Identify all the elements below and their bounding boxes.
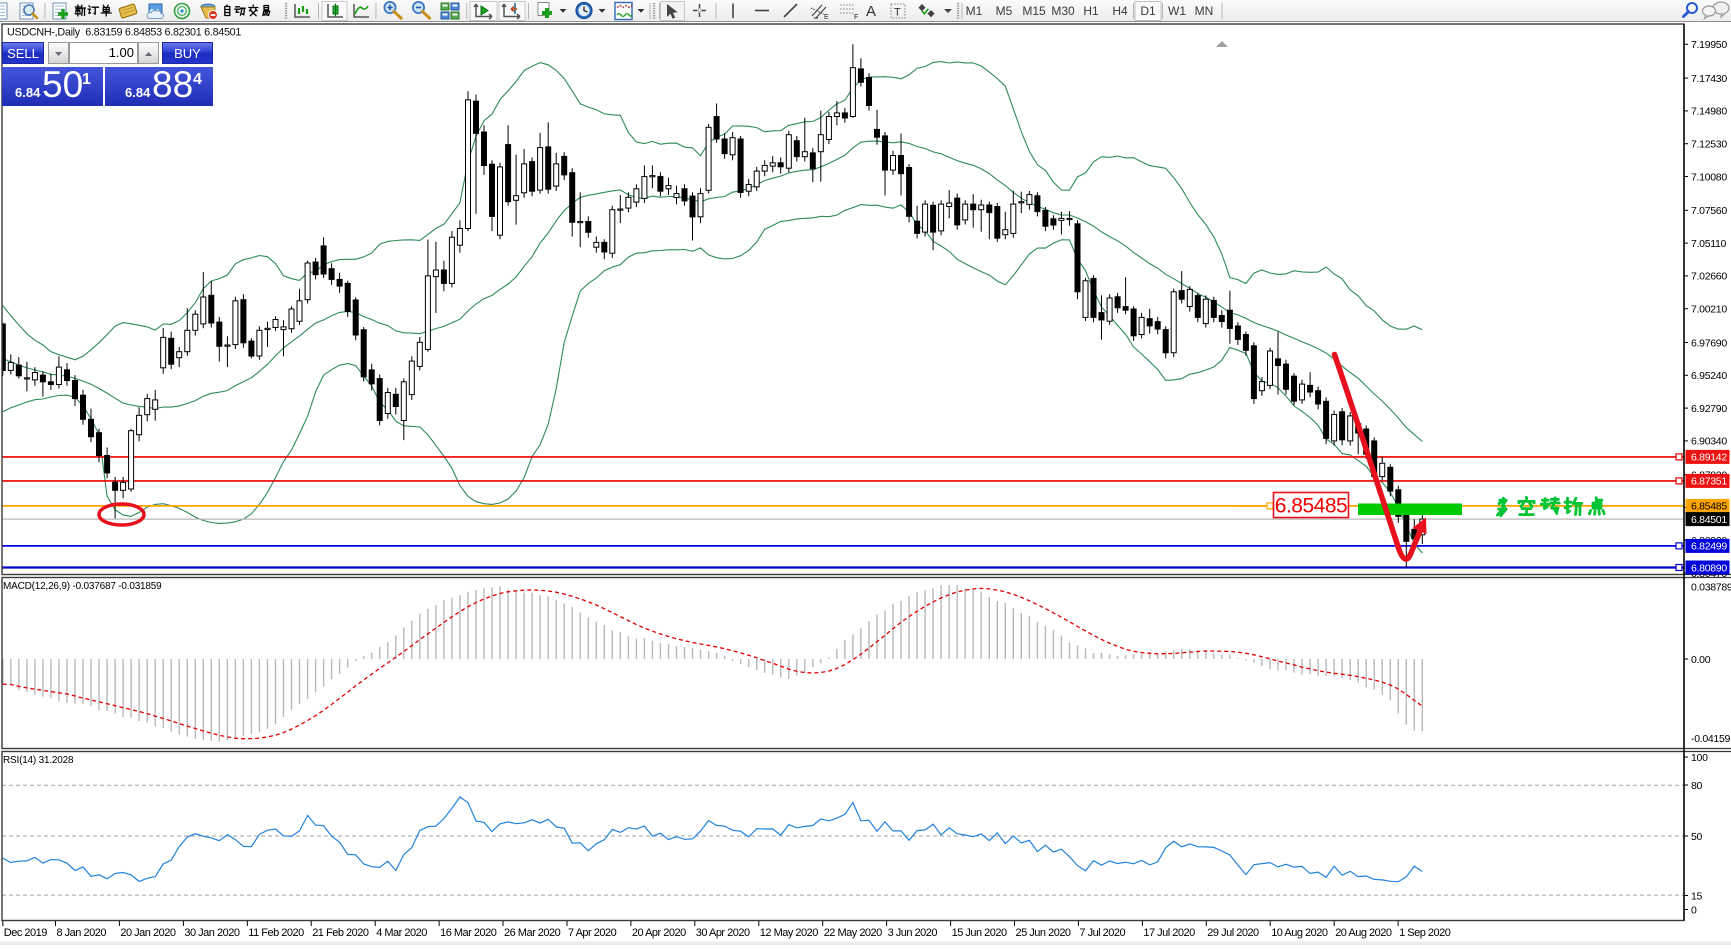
svg-text:MN: MN	[1195, 4, 1214, 18]
svg-text:USDCNH-,Daily 6.83159 6.84853: USDCNH-,Daily 6.83159 6.84853 6.82301 6.…	[7, 27, 241, 39]
svg-text:16 Mar 2020: 16 Mar 2020	[440, 927, 497, 939]
svg-text:6.95240: 6.95240	[1691, 370, 1727, 382]
svg-text:3 Jun 2020: 3 Jun 2020	[888, 927, 938, 939]
svg-text:4 Mar 2020: 4 Mar 2020	[376, 927, 427, 939]
svg-text:6.92790: 6.92790	[1691, 403, 1727, 415]
svg-text:30 Jan 2020: 30 Jan 2020	[184, 927, 239, 939]
svg-text:H1: H1	[1083, 4, 1099, 18]
svg-text:6.82499: 6.82499	[1691, 541, 1727, 553]
svg-text:M5: M5	[996, 4, 1013, 18]
svg-text:15 Jun 2020: 15 Jun 2020	[952, 927, 1007, 939]
svg-text:21 Feb 2020: 21 Feb 2020	[312, 927, 369, 939]
svg-text:M1: M1	[966, 4, 983, 18]
svg-text:11 Feb 2020: 11 Feb 2020	[248, 927, 304, 939]
svg-text:D1: D1	[1140, 4, 1156, 18]
svg-text:30 Apr 2020: 30 Apr 2020	[696, 927, 750, 939]
svg-text:W1: W1	[1168, 4, 1186, 18]
svg-text:7.05110: 7.05110	[1691, 238, 1727, 250]
svg-text:10 Aug 2020: 10 Aug 2020	[1271, 927, 1328, 939]
svg-text:15: 15	[1691, 890, 1703, 902]
svg-text:17 Jul 2020: 17 Jul 2020	[1143, 927, 1195, 939]
svg-text:20 Apr 2020: 20 Apr 2020	[632, 927, 686, 939]
svg-text:7.00210: 7.00210	[1691, 304, 1727, 316]
svg-text:-0.04159: -0.04159	[1691, 733, 1731, 745]
svg-text:T: T	[894, 7, 901, 19]
svg-text:0.00: 0.00	[1691, 654, 1711, 666]
svg-text:6.87351: 6.87351	[1691, 476, 1727, 488]
svg-text:A: A	[866, 3, 876, 20]
svg-text:F: F	[854, 14, 858, 21]
svg-text:0: 0	[1691, 904, 1697, 916]
svg-text:12 May 2020: 12 May 2020	[760, 927, 818, 939]
svg-text:100: 100	[1691, 752, 1708, 764]
svg-text:8 Jan 2020: 8 Jan 2020	[57, 927, 107, 939]
svg-text:7.14980: 7.14980	[1691, 106, 1727, 118]
svg-text:7.12530: 7.12530	[1691, 139, 1727, 151]
svg-text:20 Jan 2020: 20 Jan 2020	[120, 927, 175, 939]
svg-text:MACD(12,26,9) -0.037687 -0.031: MACD(12,26,9) -0.037687 -0.031859	[3, 581, 162, 592]
svg-text:7.10080: 7.10080	[1691, 171, 1727, 183]
svg-text:M30: M30	[1051, 4, 1075, 18]
svg-text:E: E	[824, 14, 829, 21]
svg-text:26 Mar 2020: 26 Mar 2020	[504, 927, 561, 939]
svg-text:6.97690: 6.97690	[1691, 337, 1727, 349]
svg-text:7.07560: 7.07560	[1691, 205, 1727, 217]
svg-text:29 Jul 2020: 29 Jul 2020	[1207, 927, 1259, 939]
svg-text:22 May 2020: 22 May 2020	[824, 927, 882, 939]
svg-text:7 Jul 2020: 7 Jul 2020	[1079, 927, 1125, 939]
svg-text:20 Aug 2020: 20 Aug 2020	[1335, 927, 1392, 939]
svg-text:25 Jun 2020: 25 Jun 2020	[1016, 927, 1071, 939]
svg-text:6.85485: 6.85485	[1275, 495, 1347, 518]
svg-text:7.19950: 7.19950	[1691, 39, 1727, 51]
svg-text:80: 80	[1691, 780, 1703, 792]
svg-text:50: 50	[1691, 831, 1703, 843]
svg-text:7 Apr 2020: 7 Apr 2020	[568, 927, 617, 939]
svg-text:6.80890: 6.80890	[1691, 562, 1727, 574]
svg-text:0.038789: 0.038789	[1691, 581, 1731, 593]
svg-text:H4: H4	[1112, 4, 1128, 18]
svg-text:M15: M15	[1022, 4, 1046, 18]
svg-text:6.89142: 6.89142	[1691, 452, 1727, 464]
svg-text:RSI(14) 31.2028: RSI(14) 31.2028	[3, 755, 74, 766]
svg-text:7.02660: 7.02660	[1691, 271, 1727, 283]
svg-text:Dec 2019: Dec 2019	[4, 927, 47, 939]
svg-text:6.84501: 6.84501	[1691, 514, 1727, 526]
svg-text:6.90340: 6.90340	[1691, 436, 1727, 448]
svg-text:6.85485: 6.85485	[1691, 501, 1727, 513]
svg-text:1 Sep 2020: 1 Sep 2020	[1399, 927, 1451, 939]
svg-text:7.17430: 7.17430	[1691, 73, 1727, 85]
